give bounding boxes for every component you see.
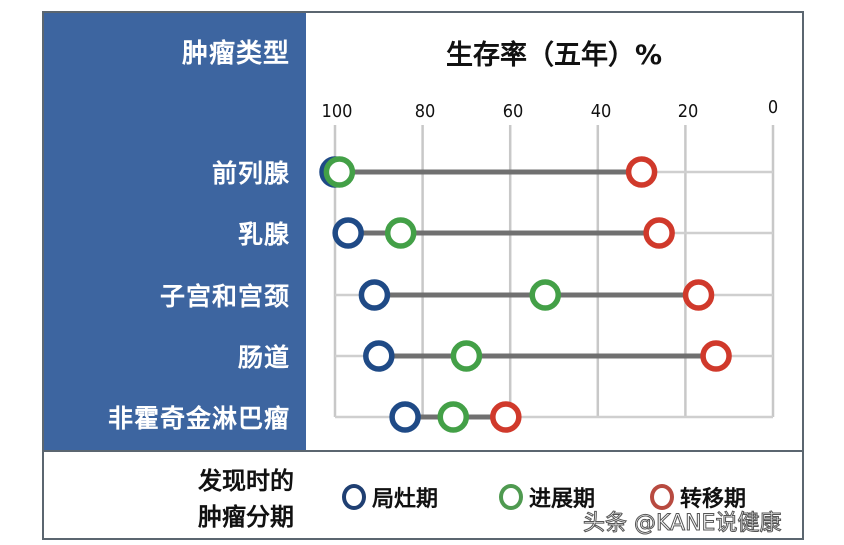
data-point [682,279,715,311]
data-point [358,279,391,311]
x-tick-40: 40 [590,101,612,122]
legend-label: 进展期 [529,487,596,512]
category-panel: 肿瘤类型 前列腺 乳腺 子宫和宫颈 肠道 非霍奇金淋巴瘤 [44,13,306,450]
legend-title: 发现时的 肿瘤分期 [164,463,294,535]
chart-frame: 肿瘤类型 前列腺 乳腺 子宫和宫颈 肠道 非霍奇金淋巴瘤 生存率（五年）% 10… [42,11,804,540]
data-point [389,401,421,433]
category-label-prostate: 前列腺 [211,159,290,188]
category-label-cervical: 子宫和宫颈 [159,282,290,311]
data-point [384,217,417,249]
data-point [332,217,364,249]
data-point [490,401,522,433]
data-point [450,340,483,372]
data-point [363,340,395,372]
ring-icon [342,484,366,510]
data-point [643,217,675,249]
x-tick-0: 0 [767,97,779,118]
data-point [700,340,732,372]
x-tick-80: 80 [414,101,436,122]
data-point [625,156,658,188]
x-tick-100: 100 [321,101,353,122]
legend-item-distant: 转移期 [650,481,746,513]
category-label-breast: 乳腺 [237,220,290,249]
ring-icon [650,484,674,510]
data-point [323,156,356,188]
chart-title: 生存率（五年）% [445,40,663,71]
legend-item-localized: 局灶期 [342,481,438,513]
ring-icon [499,484,523,510]
plot-area [319,125,775,433]
data-point [529,279,561,311]
data-point [437,401,470,433]
category-label-nhl: 非霍奇金淋巴瘤 [107,404,290,433]
legend-item-regional: 进展期 [499,481,595,513]
legend-separator [44,450,802,452]
x-tick-20: 20 [677,101,699,122]
legend-label: 局灶期 [372,487,439,512]
category-axis-title: 肿瘤类型 [181,39,290,69]
legend-title-line2: 肿瘤分期 [198,503,294,531]
watermark: 头条 @KANE说健康 [582,511,782,537]
legend-label: 转移期 [680,487,747,512]
x-tick-60: 60 [502,101,524,122]
category-label-colon: 肠道 [237,343,290,372]
legend-title-line1: 发现时的 [198,467,294,495]
